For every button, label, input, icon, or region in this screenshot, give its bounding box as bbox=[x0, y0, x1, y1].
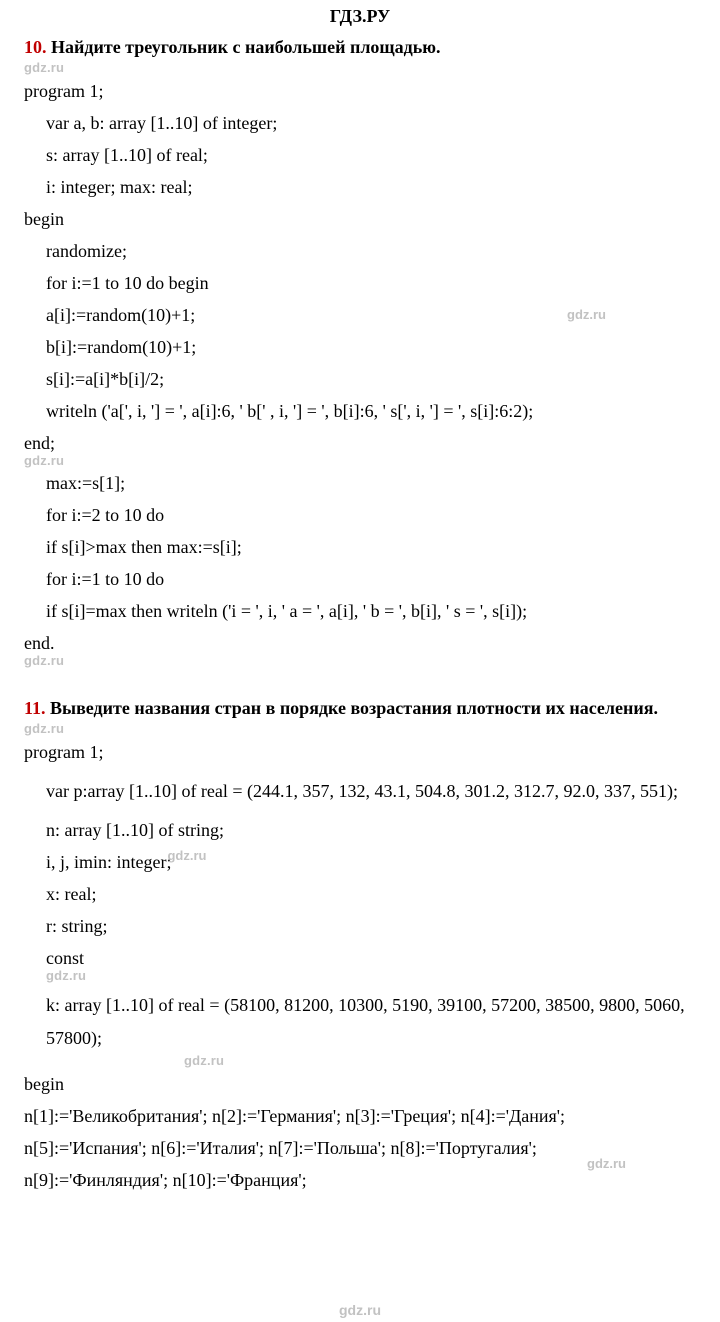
code-line: var a, b: array [1..10] of integer; bbox=[24, 114, 696, 132]
page-header: ГДЗ.РУ bbox=[24, 0, 696, 35]
code-line: const bbox=[24, 949, 696, 967]
task-10-code: program 1; var a, b: array [1..10] of in… bbox=[24, 82, 696, 669]
code-line: s: array [1..10] of real; bbox=[24, 146, 696, 164]
code-line: writeln ('a[', i, '] = ', a[i]:6, ' b[' … bbox=[24, 402, 696, 420]
watermark: gdz.ru bbox=[24, 454, 696, 468]
watermark: gdz.ru bbox=[24, 654, 696, 668]
code-line: max:=s[1]; bbox=[24, 474, 696, 492]
code-line: r: string; bbox=[24, 917, 696, 935]
code-line: a[i]:=random(10)+1; gdz.ru bbox=[24, 306, 696, 324]
code-line: for i:=2 to 10 do bbox=[24, 506, 696, 524]
code-line: n[5]:='Испания'; n[6]:='Италия'; n[7]:='… bbox=[24, 1139, 696, 1157]
task-11-code: program 1; var p:array [1..10] of real =… bbox=[24, 743, 696, 1189]
task-10-title: 10. Найдите треугольник с наибольшей пло… bbox=[24, 35, 696, 59]
code-line: for i:=1 to 10 do begin bbox=[24, 274, 696, 292]
code-line: end; bbox=[24, 434, 696, 452]
code-text: a[i]:=random(10)+1; bbox=[46, 305, 195, 325]
task-10-title-text: Найдите треугольник с наибольшей площадь… bbox=[51, 37, 441, 57]
code-line: for i:=1 to 10 do bbox=[24, 570, 696, 588]
watermark: gdz.ru bbox=[167, 848, 206, 863]
watermark: gdz.ru bbox=[587, 1157, 626, 1170]
code-text: n[5]:='Испания'; n[6]:='Италия'; n[7]:='… bbox=[24, 1138, 537, 1158]
code-line: n: array [1..10] of string; bbox=[24, 821, 696, 839]
code-line: n[1]:='Великобритания'; n[2]:='Германия'… bbox=[24, 1107, 696, 1125]
code-line: i: integer; max: real; bbox=[24, 178, 696, 196]
code-line: if s[i]>max then max:=s[i]; bbox=[24, 538, 696, 556]
watermark: gdz.ru bbox=[24, 61, 696, 75]
code-line: if s[i]=max then writeln ('i = ', i, ' a… bbox=[24, 602, 696, 620]
page-footer-watermark: gdz.ru bbox=[0, 1302, 720, 1318]
task-11-title-text: Выведите названия стран в порядке возрас… bbox=[50, 698, 658, 718]
task-11-title: 11. Выведите названия стран в порядке во… bbox=[24, 696, 696, 720]
watermark: gdz.ru bbox=[567, 308, 606, 321]
task-11-number: 11. bbox=[24, 698, 46, 718]
code-line: program 1; bbox=[24, 743, 696, 761]
code-line: var p:array [1..10] of real = (244.1, 35… bbox=[24, 775, 696, 807]
watermark: gdz.ru bbox=[24, 722, 696, 736]
code-line: randomize; bbox=[24, 242, 696, 260]
code-line: k: array [1..10] of real = (58100, 81200… bbox=[24, 989, 696, 1054]
code-line: i, j, imin: integer;gdz.ru bbox=[24, 853, 696, 871]
code-line: n[9]:='Финляндия'; n[10]:='Франция'; bbox=[24, 1171, 696, 1189]
code-line: s[i]:=a[i]*b[i]/2; bbox=[24, 370, 696, 388]
code-text: i, j, imin: integer; bbox=[46, 852, 171, 872]
code-line: b[i]:=random(10)+1; bbox=[24, 338, 696, 356]
code-line: begin bbox=[24, 210, 696, 228]
code-line: program 1; bbox=[24, 82, 696, 100]
code-line: end. bbox=[24, 634, 696, 652]
watermark: gdz.ru bbox=[24, 1054, 696, 1068]
code-line: x: real; bbox=[24, 885, 696, 903]
task-10-number: 10. bbox=[24, 37, 47, 57]
watermark: gdz.ru bbox=[24, 969, 696, 983]
code-line: begin bbox=[24, 1075, 696, 1093]
